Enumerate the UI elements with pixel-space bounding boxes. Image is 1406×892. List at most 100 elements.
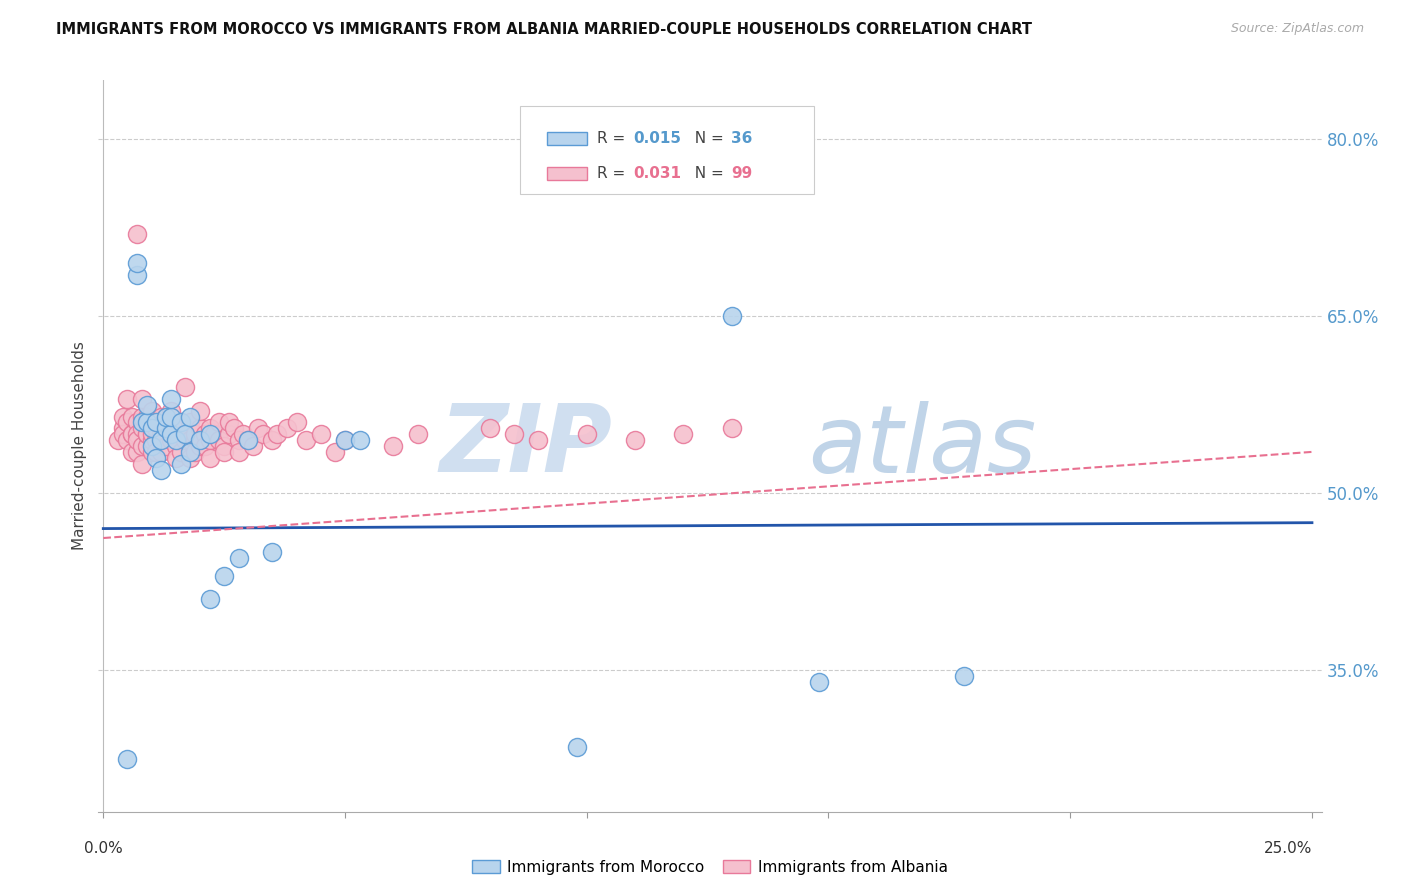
Point (349, 433, 371, 447)
Point (246, 421, 269, 435)
Point (208, 416, 231, 430)
Point (155, 409, 177, 424)
Point (333, 433, 356, 447)
Text: 0.015: 0.015 (634, 131, 682, 146)
Point (179, 409, 201, 424)
Point (160, 427, 183, 442)
Point (127, 416, 149, 430)
Text: N =: N = (685, 166, 728, 181)
Point (131, 439, 153, 453)
Point (232, 427, 254, 442)
Point (155, 409, 177, 424)
Text: 99: 99 (731, 166, 752, 181)
Point (141, 421, 163, 435)
Text: R =: R = (596, 166, 630, 181)
Point (527, 433, 550, 447)
Point (169, 457, 191, 471)
Point (188, 433, 211, 447)
Text: 25.0%: 25.0% (1264, 841, 1312, 856)
Text: 0.0%: 0.0% (84, 841, 122, 856)
Point (160, 433, 183, 447)
Point (169, 445, 191, 459)
Point (141, 445, 163, 459)
Point (184, 445, 207, 459)
Point (160, 403, 183, 417)
Point (262, 433, 284, 447)
Point (131, 409, 153, 424)
Point (295, 433, 318, 447)
Point (720, 421, 742, 435)
Point (720, 310, 742, 324)
Point (165, 439, 187, 453)
Point (242, 439, 264, 453)
Point (198, 592, 221, 607)
Point (228, 433, 250, 447)
Point (127, 427, 149, 442)
Point (145, 445, 167, 459)
Point (141, 421, 163, 435)
Text: R =: R = (596, 131, 630, 146)
Point (111, 427, 134, 442)
Point (262, 545, 284, 559)
Point (160, 427, 183, 442)
Point (165, 450, 187, 465)
Point (406, 427, 429, 442)
Point (218, 416, 240, 430)
Point (135, 427, 157, 442)
Point (155, 421, 177, 435)
Point (184, 427, 207, 442)
Point (953, 669, 976, 683)
Point (198, 450, 221, 465)
Text: ZIP: ZIP (439, 400, 612, 492)
Point (179, 445, 201, 459)
Point (127, 445, 149, 459)
Point (145, 450, 167, 465)
Point (121, 427, 143, 442)
Point (188, 421, 211, 435)
Point (169, 416, 191, 430)
Point (184, 433, 207, 447)
Point (150, 427, 173, 442)
Point (135, 416, 157, 430)
Text: IMMIGRANTS FROM MOROCCO VS IMMIGRANTS FROM ALBANIA MARRIED-COUPLE HOUSEHOLDS COR: IMMIGRANTS FROM MOROCCO VS IMMIGRANTS FR… (56, 22, 1032, 37)
Point (212, 445, 235, 459)
Point (121, 409, 143, 424)
Point (135, 409, 157, 424)
Point (382, 439, 405, 453)
Point (179, 450, 201, 465)
Point (188, 439, 211, 453)
Point (127, 433, 149, 447)
Point (194, 439, 217, 453)
Point (127, 268, 149, 282)
Point (188, 433, 211, 447)
Text: 0.031: 0.031 (634, 166, 682, 181)
Point (107, 433, 129, 447)
Point (121, 427, 143, 442)
Point (141, 403, 163, 417)
Point (174, 427, 197, 442)
Point (624, 433, 647, 447)
Point (228, 445, 250, 459)
Text: Source: ZipAtlas.com: Source: ZipAtlas.com (1230, 22, 1364, 36)
Text: 36: 36 (731, 131, 752, 146)
Point (160, 392, 183, 406)
Point (198, 427, 221, 442)
Point (135, 398, 157, 412)
Point (218, 427, 240, 442)
Point (141, 433, 163, 447)
Point (333, 433, 356, 447)
Point (165, 433, 187, 447)
Point (145, 421, 167, 435)
Point (117, 416, 139, 430)
Point (135, 427, 157, 442)
Point (150, 409, 173, 424)
Point (188, 403, 211, 417)
Point (127, 227, 149, 241)
Point (150, 462, 173, 476)
Point (198, 433, 221, 447)
Point (131, 392, 153, 406)
Point (575, 427, 598, 442)
Point (117, 751, 139, 765)
Point (479, 421, 502, 435)
Point (194, 427, 217, 442)
